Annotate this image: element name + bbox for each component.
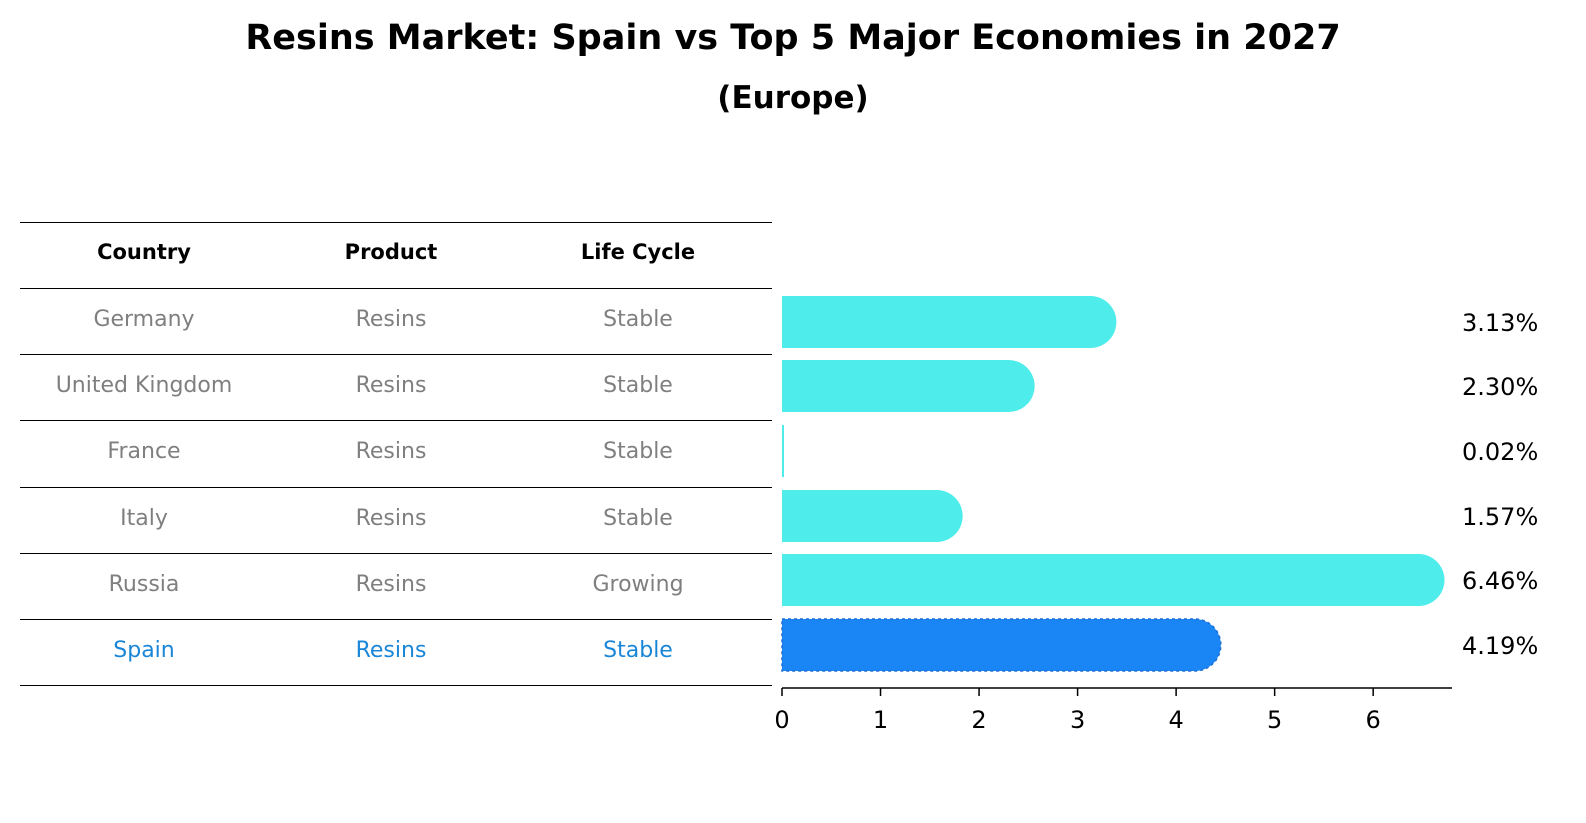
cell-product: Resins [355, 638, 427, 663]
cell-country: Germany [93, 307, 195, 332]
table-row-rule [20, 354, 772, 356]
chart-title: Resins Market: Spain vs Top 5 Major Econ… [245, 18, 1341, 58]
cell-product: Resins [355, 571, 427, 597]
bar-value-label: 2.30% [1462, 373, 1538, 401]
chart-subtitle: (Europe) [717, 80, 869, 116]
bar-value-label: 6.46% [1462, 567, 1538, 595]
bar [782, 296, 1117, 348]
bar [782, 425, 784, 477]
cell-life-cycle: Stable [603, 439, 673, 465]
bar [781, 618, 1222, 672]
cell-product: Resins [355, 373, 427, 399]
bar [782, 360, 1035, 412]
cell-life-cycle: Stable [603, 505, 673, 531]
cell-life-cycle: Stable [603, 638, 673, 663]
cell-product: Resins [355, 307, 427, 332]
cell-product: Resins [355, 505, 427, 531]
x-tick-label: 3 [1070, 706, 1085, 734]
x-tick-label: 5 [1267, 706, 1282, 734]
cell-product: Resins [355, 439, 427, 465]
bar-value-label: 0.02% [1462, 438, 1538, 466]
table-row-rule [20, 552, 772, 554]
cell-country: United Kingdom [55, 373, 233, 399]
bar-value-label: 4.19% [1462, 632, 1538, 660]
cell-life-cycle: Growing [592, 571, 684, 597]
x-tick-label: 0 [774, 706, 789, 734]
table-row-rule [20, 685, 772, 687]
x-tick-label: 1 [873, 706, 888, 734]
cell-country: Russia [108, 571, 180, 597]
cell-life-cycle: Stable [603, 373, 673, 399]
x-tick-label: 2 [971, 706, 986, 734]
x-tick-label: 6 [1366, 706, 1381, 734]
table-header-rule [20, 288, 772, 289]
column-header-life-cycle: Life Cycle [580, 240, 696, 264]
table-row-rule [20, 619, 772, 620]
x-tick-label: 4 [1168, 706, 1183, 734]
bar-value-label: 3.13% [1462, 309, 1538, 337]
table-row-rule [20, 420, 772, 422]
column-header-product: Product [344, 240, 438, 264]
table-row-rule [20, 486, 772, 488]
bar [782, 554, 1445, 606]
cell-country: France [107, 439, 181, 465]
column-header-country: Country [97, 240, 191, 264]
cell-life-cycle: Stable [603, 307, 673, 332]
table-top-rule [20, 222, 772, 223]
cell-country: Italy [120, 505, 168, 531]
bar-value-label: 1.57% [1462, 503, 1538, 531]
bar [782, 490, 963, 542]
cell-country: Spain [113, 638, 175, 663]
